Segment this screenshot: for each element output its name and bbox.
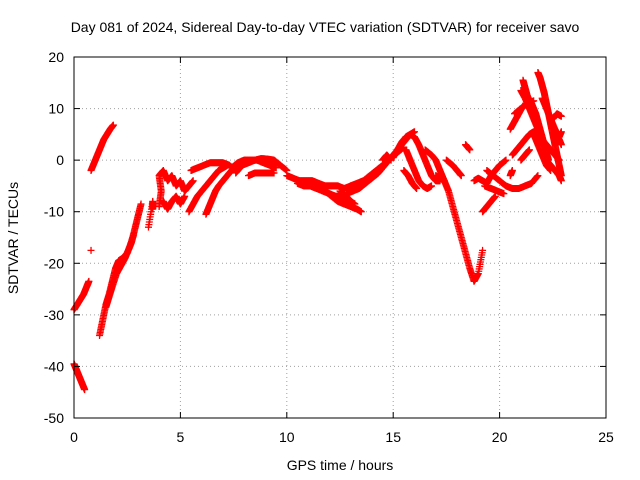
data-point (189, 177, 197, 185)
y-tick-label: -30 (44, 307, 64, 323)
x-tick-label: 25 (598, 429, 614, 445)
data-point (357, 208, 365, 216)
data-point (272, 164, 280, 172)
grid-lines (74, 57, 606, 418)
data-point (491, 192, 499, 200)
x-tick-label: 15 (385, 429, 401, 445)
data-point (466, 146, 474, 154)
x-tick-label: 10 (279, 429, 295, 445)
data-point (440, 177, 448, 185)
data-point (557, 141, 565, 149)
data-point (500, 190, 508, 198)
y-tick-label: 10 (48, 101, 64, 117)
data-point (428, 182, 436, 190)
y-tick-label: -10 (44, 204, 64, 220)
data-point (85, 277, 93, 285)
x-tick-label: 5 (177, 429, 185, 445)
y-axis-title: SDTVAR / TECUs (5, 182, 21, 294)
data-point (557, 177, 565, 185)
data-point (508, 166, 516, 174)
data-point (479, 246, 487, 254)
y-tick-label: -50 (44, 410, 64, 426)
x-axis-title: GPS time / hours (287, 457, 394, 473)
data-point (130, 231, 138, 239)
y-tick-label: -20 (44, 255, 64, 271)
data-point (87, 246, 95, 254)
data-point (270, 169, 278, 177)
data-point (81, 386, 89, 394)
data-point (530, 97, 538, 105)
data-point (181, 192, 189, 200)
chart-title: Day 081 of 2024, Sidereal Day-to-day VTE… (71, 19, 580, 35)
data-point (109, 121, 117, 129)
data-point (457, 172, 465, 180)
y-tick-label: -40 (44, 358, 64, 374)
series-0 (70, 68, 565, 394)
y-tick-label: 0 (56, 152, 64, 168)
axis-ticks: 0 5 10 15 20 25 -50 -40 -30 -20 -10 0 10 20 (44, 49, 614, 445)
data-point (525, 146, 533, 154)
data-point (534, 172, 542, 180)
x-tick-label: 0 (70, 429, 78, 445)
data-point (557, 112, 565, 120)
y-tick-label: 20 (48, 49, 64, 65)
data-point (137, 200, 145, 208)
data-point (149, 205, 157, 213)
data-point (519, 102, 527, 110)
data-point (538, 136, 546, 144)
data-series (70, 68, 565, 394)
data-point (502, 156, 510, 164)
data-point (413, 185, 421, 193)
x-tick-label: 20 (492, 429, 508, 445)
data-point (557, 128, 565, 136)
plot-frame (73, 56, 607, 419)
data-point (351, 200, 359, 208)
